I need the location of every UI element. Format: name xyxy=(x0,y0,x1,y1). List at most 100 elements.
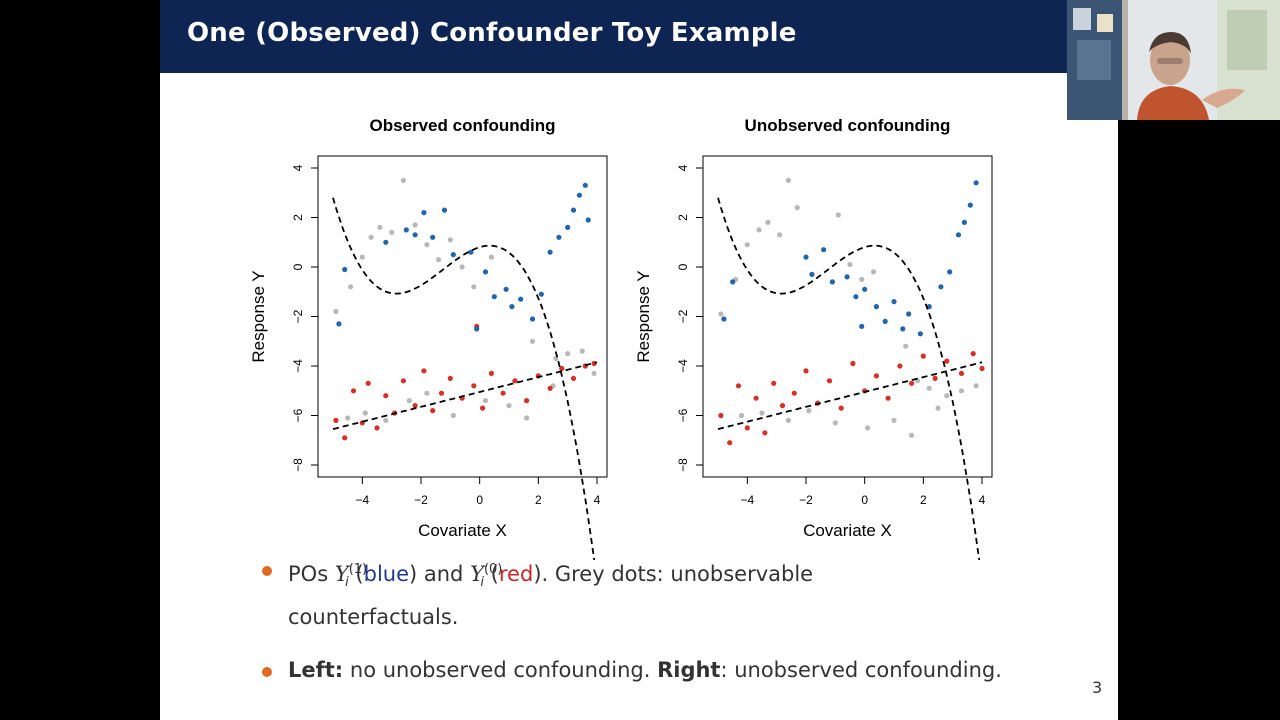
data-point-blue xyxy=(862,286,868,292)
data-point-blue xyxy=(570,207,577,213)
data-point-blue xyxy=(482,269,489,275)
data-point-blue xyxy=(412,232,418,238)
data-point-grey xyxy=(450,412,456,419)
math-y1: Y(1)i xyxy=(335,562,367,590)
slide-title-bar: One (Observed) Confounder Toy Example xyxy=(160,0,1118,73)
data-point-red xyxy=(559,365,565,372)
data-point-red xyxy=(447,375,453,381)
x-tick-label: 4 xyxy=(979,493,986,507)
data-point-red xyxy=(944,358,950,364)
data-point-grey xyxy=(406,398,412,404)
data-point-red xyxy=(524,398,530,404)
data-point-blue xyxy=(403,227,409,233)
data-point-grey xyxy=(436,257,442,263)
data-point-red xyxy=(500,390,506,396)
data-point-blue xyxy=(967,202,973,208)
data-point-blue xyxy=(336,321,342,327)
data-point-red xyxy=(512,378,518,384)
data-point-red xyxy=(480,405,486,411)
data-point-blue xyxy=(730,279,736,285)
data-point-red xyxy=(791,390,797,396)
data-point-grey xyxy=(759,410,765,416)
data-point-blue xyxy=(906,311,912,317)
data-point-grey xyxy=(565,351,571,357)
bullet-2-left-text: no unobserved confounding. xyxy=(343,658,658,683)
x-tick-label: −4 xyxy=(740,493,754,507)
data-point-grey xyxy=(847,261,853,268)
data-point-blue xyxy=(503,286,509,292)
math-y0-symbol: Y xyxy=(470,562,484,586)
y-tick-label: −4 xyxy=(291,359,305,373)
webcam-overlay xyxy=(1067,0,1280,120)
y-tick-label: −8 xyxy=(676,458,690,472)
data-point-blue xyxy=(342,266,348,273)
data-point-red xyxy=(412,403,418,409)
data-point-grey xyxy=(777,232,783,238)
math-y1-sub: i xyxy=(345,575,349,591)
data-point-blue xyxy=(882,318,888,324)
data-point-grey xyxy=(368,234,374,240)
data-point-grey xyxy=(412,222,418,228)
data-point-red xyxy=(850,360,856,367)
data-point-blue xyxy=(853,294,859,300)
data-point-blue xyxy=(938,284,944,290)
data-point-red xyxy=(779,403,786,409)
data-point-red xyxy=(803,368,809,374)
data-point-grey xyxy=(579,348,585,354)
data-point-blue xyxy=(491,294,497,300)
data-point-blue xyxy=(468,249,474,255)
data-point-grey xyxy=(944,393,950,399)
data-point-grey xyxy=(377,224,383,230)
data-point-grey xyxy=(973,383,979,389)
data-point-red xyxy=(838,405,844,411)
data-point-red xyxy=(430,408,436,414)
plot-frame xyxy=(317,155,608,478)
data-point-grey xyxy=(891,417,897,423)
data-point-grey xyxy=(785,417,792,423)
data-point-blue xyxy=(947,269,953,275)
bullet-dot-icon xyxy=(262,566,272,576)
data-point-blue xyxy=(721,316,727,322)
data-point-grey xyxy=(785,177,792,183)
math-y1-sup: (1) xyxy=(348,562,368,577)
data-point-blue xyxy=(474,326,480,332)
x-tick-label: 0 xyxy=(861,493,868,507)
data-point-red xyxy=(897,363,903,369)
data-point-grey xyxy=(424,390,430,396)
data-point-blue xyxy=(421,210,427,216)
y-tick-label: −6 xyxy=(676,408,690,422)
data-point-blue xyxy=(917,331,924,337)
data-point-red xyxy=(421,368,427,374)
data-point-grey xyxy=(400,177,406,183)
data-point-red xyxy=(920,353,926,359)
y-tick-label: 4 xyxy=(291,164,305,171)
y-tick-label: 0 xyxy=(291,263,305,270)
data-point-grey xyxy=(835,212,841,218)
data-point-red xyxy=(342,435,348,441)
data-point-blue xyxy=(809,271,815,277)
data-point-grey xyxy=(359,254,365,260)
data-point-blue xyxy=(582,182,588,188)
data-point-grey xyxy=(794,205,800,211)
data-point-grey xyxy=(333,308,339,315)
x-tick-label: 2 xyxy=(920,493,927,507)
data-point-grey xyxy=(348,284,354,290)
data-point-red xyxy=(718,412,724,419)
data-point-red xyxy=(471,383,477,389)
data-point-grey xyxy=(553,356,559,362)
data-point-grey xyxy=(424,242,430,248)
x-tick-label: −2 xyxy=(799,493,813,507)
x-tick-label: 0 xyxy=(476,493,483,507)
data-point-grey xyxy=(870,269,877,275)
data-point-grey xyxy=(482,398,489,404)
bullet-1-close1: ) and xyxy=(409,562,471,586)
data-point-red xyxy=(365,380,371,386)
data-point-blue xyxy=(509,304,515,310)
bullet-1-open2: ( xyxy=(484,562,499,586)
x-tick-label: −2 xyxy=(414,493,428,507)
data-point-grey xyxy=(383,417,389,423)
data-point-blue xyxy=(844,274,850,280)
y-tick-label: −2 xyxy=(291,309,305,323)
bullet-1-pre: POs xyxy=(288,562,335,586)
bullet-2-right-text: : unobserved confounding. xyxy=(720,658,1002,683)
